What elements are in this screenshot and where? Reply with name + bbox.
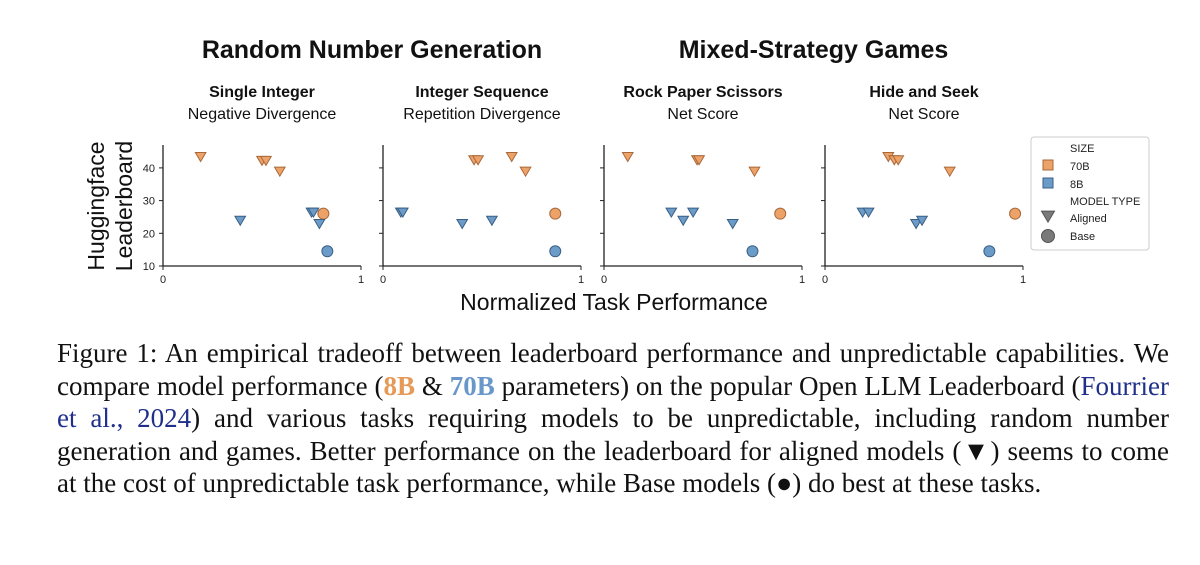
data-point-8b-aligned [307,207,320,219]
data-point-8b-aligned [726,219,739,230]
data-point-70b-aligned [194,151,207,163]
data-point-8b-aligned [396,207,409,219]
x-tick-label: 1 [358,274,364,286]
caption-text-1: An empirical tradeoff between leaderboar… [57,338,1169,401]
data-point-8b-base [549,245,562,258]
data-point-70b-aligned [259,155,273,167]
data-point-70b-aligned [505,151,518,163]
figure-caption: Figure 1: An empirical tradeoff between … [57,337,1169,500]
data-point-8b-aligned [313,219,326,230]
data-point-8b-aligned [485,215,499,227]
caption-text-2: parameters) on the popular Open LLM Lead… [501,370,1081,401]
panel-subtitle-3: Net Score [888,106,959,123]
data-point-70b-base [317,207,330,220]
x-tick-label: 0 [601,274,607,286]
panel-subtitle-0: Negative Divergence [188,106,337,123]
data-point-70b-aligned [519,166,532,178]
data-point-8b-aligned [686,207,700,219]
data-point-70b-aligned [692,155,706,166]
y-tick-label: 20 [143,228,155,240]
legend-size-title: SIZE [1070,143,1094,155]
group-title-0: Random Number Generation [202,36,542,64]
legend-marker-aligned [1040,210,1056,224]
data-point-70b-aligned [273,166,286,178]
x-tick-label: 1 [1020,274,1026,286]
data-point-8b-base [321,245,334,258]
x-tick-label: 1 [578,274,584,286]
legend-box [1030,136,1150,251]
legend-marker-base [1041,229,1055,243]
data-point-8b-aligned [862,207,875,219]
data-point-70b-aligned [748,166,761,178]
data-point-8b-aligned [456,219,469,230]
caption-8b-label: 8B [383,370,415,401]
caption-figure-label: Figure 1: [57,338,158,368]
data-point-70b-aligned [471,155,485,166]
legend-model-type-title: MODEL TYPE [1070,196,1140,208]
y-tick-label: 10 [143,261,155,273]
data-point-8b-aligned [915,215,929,227]
caption-citation-link[interactable]: Fourrier et al., 2024 [57,370,1169,434]
panel-title-0: Single Integer [209,84,315,101]
panel-subtitle-2: Net Score [667,106,738,123]
y-tick-label: 30 [143,196,155,208]
data-point-8b-aligned [665,207,678,219]
x-tick-label: 0 [160,274,166,286]
x-tick-label: 1 [799,274,805,286]
data-point-70b-aligned [892,155,905,166]
legend-entry-base: Base [1070,231,1095,243]
panel-subtitle-1: Repetition Divergence [403,106,561,123]
caption-70b-label: 70B [449,370,495,401]
data-point-8b-aligned [909,219,923,230]
legend-entry-aligned: Aligned [1070,213,1107,225]
panel-title-3: Hide and Seek [869,84,978,101]
data-point-70b-base [1009,207,1022,220]
y-axis-label-line-0: Huggingface [83,141,109,270]
y-axis-label-line-1: Leaderboard [111,141,137,271]
caption-ampersand: & [421,370,443,401]
data-point-8b-base [983,245,996,258]
y-tick-label: 40 [143,163,155,175]
data-point-8b-aligned [677,215,690,227]
x-tick-label: 0 [380,274,386,286]
legend-entry-8b: 8B [1070,179,1083,191]
legend-swatch-8b [1042,177,1054,189]
data-point-70b-aligned [943,166,956,178]
scatter-figure: Random Number Generation Mixed-Strategy G… [83,36,1150,315]
panel-title-2: Rock Paper Scissors [623,84,782,101]
x-tick-label: 0 [822,274,828,286]
data-point-8b-base [746,245,759,258]
x-axis-label: Normalized Task Performance [460,289,768,315]
panel-title-1: Integer Sequence [415,84,548,101]
data-point-70b-base [774,207,787,220]
legend-entry-70b: 70B [1070,161,1090,173]
legend-swatch-70b [1042,159,1054,171]
caption-text-3: ) and various tasks requiring models to … [57,403,1169,498]
data-point-70b-aligned [621,151,634,163]
group-title-1: Mixed-Strategy Games [679,36,949,64]
data-point-70b-base [549,207,562,220]
data-point-8b-aligned [234,215,247,227]
